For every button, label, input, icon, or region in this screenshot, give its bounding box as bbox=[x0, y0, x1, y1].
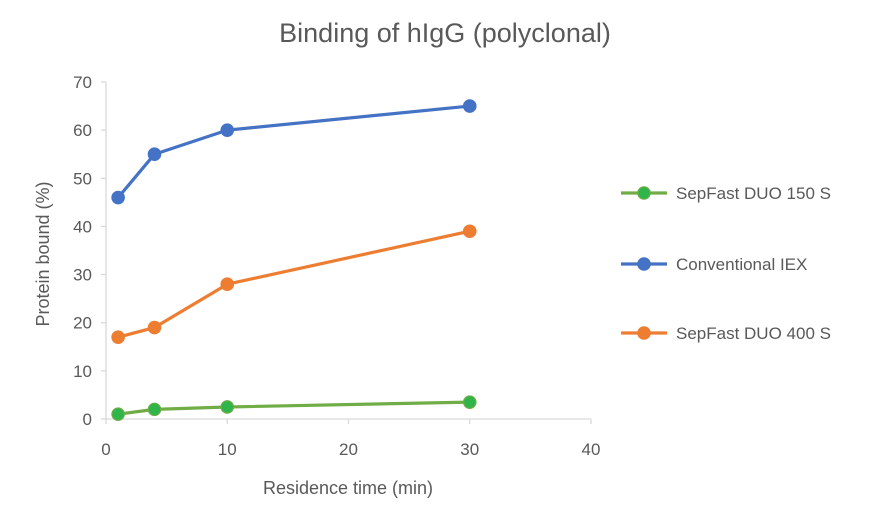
data-point bbox=[147, 147, 162, 162]
data-point bbox=[111, 407, 125, 421]
axes: 0 10 20 30 40 50 60 70 0 10 20 30 40 bbox=[73, 73, 600, 459]
x-axis-label: Residence time (min) bbox=[263, 478, 433, 498]
series-sepfast-duo-150-s bbox=[111, 395, 477, 421]
data-point bbox=[220, 123, 235, 137]
legend-item-sepfast-duo-400-s: SepFast DUO 400 S bbox=[621, 324, 831, 343]
series-sepfast-duo-400-s bbox=[111, 224, 477, 344]
data-point bbox=[220, 400, 235, 414]
data-point bbox=[462, 224, 477, 239]
x-tick-label: 40 bbox=[582, 440, 601, 459]
data-point bbox=[111, 330, 125, 344]
y-tick-label: 10 bbox=[73, 362, 92, 381]
series-line bbox=[117, 400, 470, 416]
y-tick-label: 20 bbox=[73, 314, 92, 333]
legend-item-conventional-iex: Conventional IEX bbox=[621, 255, 807, 274]
legend-marker bbox=[637, 186, 651, 200]
x-tick-label: 10 bbox=[218, 440, 237, 459]
data-point bbox=[220, 277, 235, 291]
legend: SepFast DUO 150 S Conventional IEX SepFast… bbox=[621, 184, 831, 343]
x-tick-label: 30 bbox=[460, 440, 479, 459]
legend-label: SepFast DUO 400 S bbox=[676, 324, 831, 343]
series-line bbox=[117, 229, 471, 339]
data-point bbox=[147, 402, 162, 417]
series-group bbox=[111, 99, 477, 421]
y-tick-label: 70 bbox=[73, 73, 92, 92]
y-axis-label: Protein bound (%) bbox=[33, 181, 53, 326]
x-tick-label: 20 bbox=[339, 440, 358, 459]
y-tick-label: 60 bbox=[73, 121, 92, 140]
legend-label: SepFast DUO 150 S bbox=[676, 184, 831, 203]
legend-label: Conventional IEX bbox=[676, 255, 807, 274]
data-point bbox=[147, 320, 162, 335]
y-tick-label: 40 bbox=[73, 217, 92, 236]
series-line bbox=[116, 104, 470, 199]
legend-marker bbox=[637, 326, 651, 340]
y-tick-label: 0 bbox=[83, 410, 92, 429]
y-tick-label: 30 bbox=[73, 266, 92, 285]
x-tick-label: 0 bbox=[101, 440, 110, 459]
legend-item-sepfast-duo-150-s: SepFast DUO 150 S bbox=[621, 184, 831, 203]
chart-title: Binding of hIgG (polyclonal) bbox=[279, 18, 611, 48]
data-point bbox=[462, 395, 477, 409]
y-tick-label: 50 bbox=[73, 169, 92, 188]
data-point bbox=[111, 190, 125, 205]
data-point bbox=[462, 99, 477, 113]
series-conventional-iex bbox=[111, 99, 477, 205]
legend-marker bbox=[637, 257, 651, 271]
